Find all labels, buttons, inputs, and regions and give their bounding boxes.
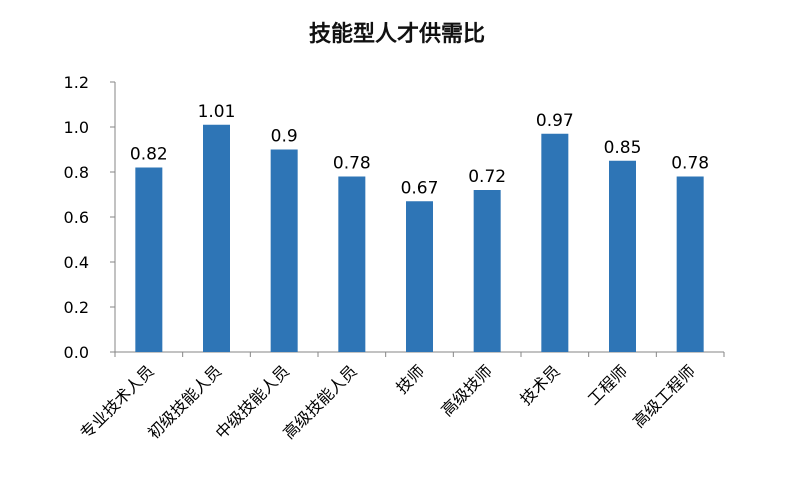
bar: [203, 124, 230, 352]
bar: [270, 149, 298, 352]
y-tick-label: 1.0: [64, 118, 89, 137]
bar: [676, 176, 704, 352]
bar: [609, 160, 636, 352]
category-label: 工程师: [584, 361, 631, 408]
category-label: 技师: [392, 361, 428, 397]
data-label: 0.72: [468, 167, 506, 187]
bar: [135, 167, 163, 352]
y-tick-label: 0.4: [64, 253, 89, 272]
chart-title: 技能型人才供需比: [308, 22, 485, 47]
bar: [338, 176, 366, 352]
y-tick-label: 1.2: [64, 73, 89, 92]
data-label: 0.85: [604, 138, 642, 158]
category-label: 高级技师: [437, 361, 496, 420]
data-label: 0.67: [401, 178, 439, 198]
data-label: 0.82: [130, 145, 168, 165]
bar: [406, 201, 433, 352]
y-tick-label: 0.2: [64, 298, 89, 317]
bar: [473, 190, 501, 352]
data-label: 1.01: [198, 102, 236, 122]
y-tick-label: 0.6: [64, 208, 89, 227]
data-label: 0.78: [333, 154, 371, 174]
y-tick-label: 0.0: [64, 343, 89, 362]
y-tick-label: 0.8: [64, 163, 89, 182]
data-label: 0.78: [671, 154, 709, 174]
data-label: 0.97: [536, 111, 574, 131]
bar: [541, 133, 569, 352]
category-label: 技术员: [516, 361, 563, 408]
data-label: 0.9: [271, 127, 298, 147]
category-label: 高级工程师: [629, 361, 699, 431]
